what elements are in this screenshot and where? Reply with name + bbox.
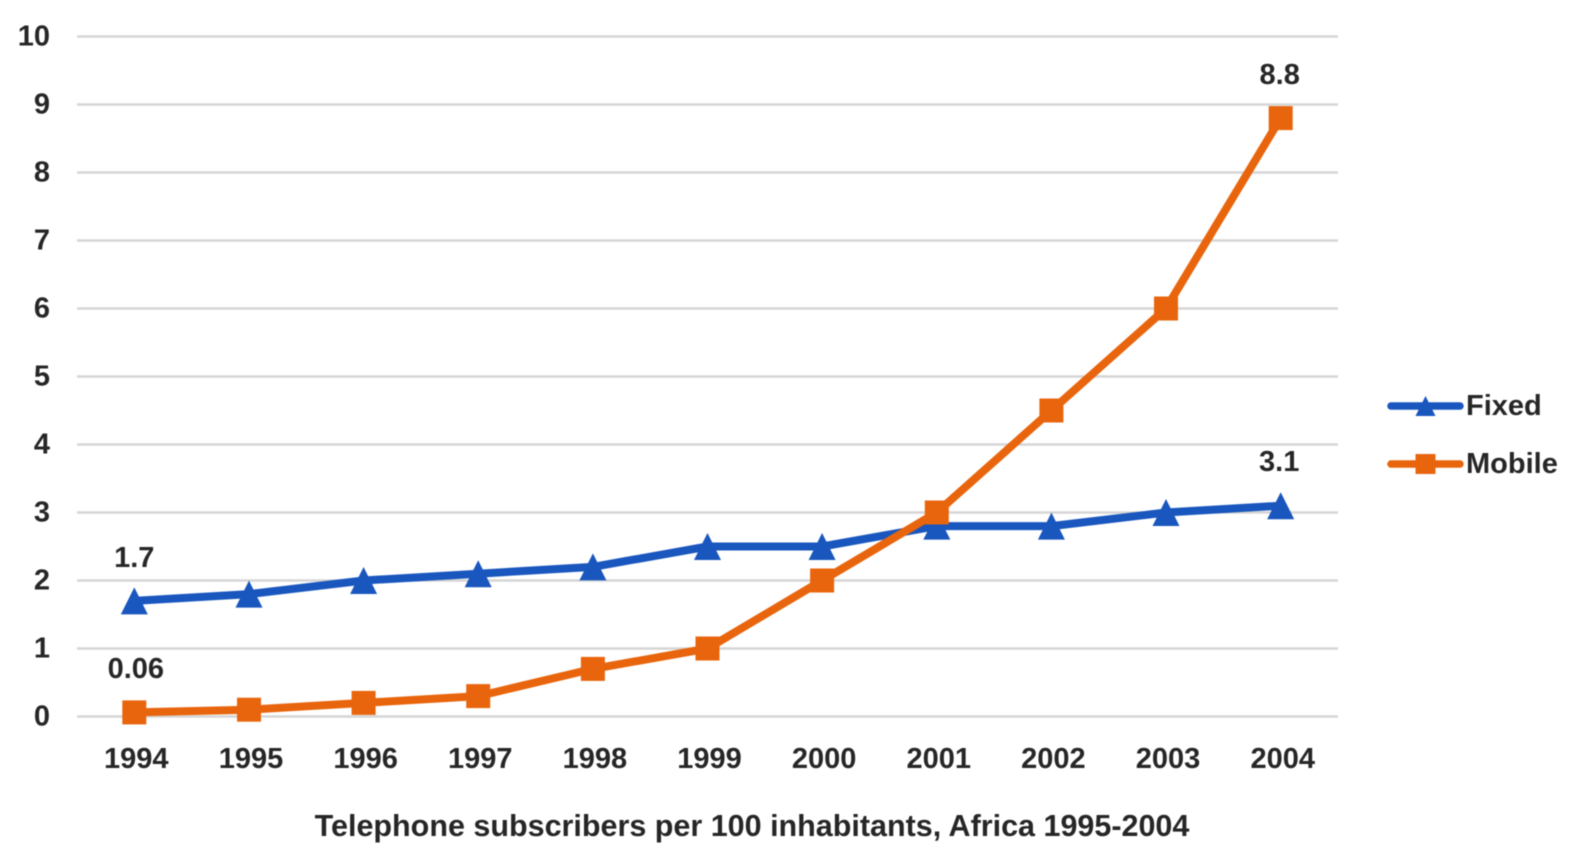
svg-text:2002: 2002 <box>1021 743 1086 775</box>
svg-text:Mobile: Mobile <box>1466 448 1558 480</box>
svg-text:2004: 2004 <box>1250 743 1315 775</box>
svg-text:1998: 1998 <box>563 743 628 775</box>
svg-text:2003: 2003 <box>1136 743 1201 775</box>
svg-text:0.06: 0.06 <box>108 653 164 685</box>
svg-text:8.8: 8.8 <box>1260 59 1300 91</box>
svg-text:1996: 1996 <box>333 743 398 775</box>
svg-text:1.7: 1.7 <box>114 542 154 574</box>
svg-text:2: 2 <box>34 565 50 597</box>
svg-text:6: 6 <box>34 293 50 325</box>
svg-text:3.1: 3.1 <box>1259 446 1299 478</box>
svg-text:4: 4 <box>34 429 50 461</box>
svg-text:Telephone subscribers per 100: Telephone subscribers per 100 inhabitant… <box>315 809 1190 843</box>
svg-text:7: 7 <box>34 225 50 257</box>
svg-text:0: 0 <box>34 701 50 733</box>
svg-text:2000: 2000 <box>792 743 857 775</box>
svg-text:1995: 1995 <box>219 743 284 775</box>
svg-text:1994: 1994 <box>104 743 169 775</box>
svg-text:9: 9 <box>34 89 50 121</box>
svg-text:1999: 1999 <box>677 743 742 775</box>
svg-text:1: 1 <box>34 633 50 665</box>
svg-text:Fixed: Fixed <box>1466 390 1542 422</box>
svg-text:5: 5 <box>34 361 50 393</box>
svg-text:1997: 1997 <box>448 743 513 775</box>
svg-text:10: 10 <box>18 21 50 53</box>
svg-text:8: 8 <box>34 157 50 189</box>
svg-text:2001: 2001 <box>907 743 972 775</box>
svg-text:3: 3 <box>34 497 50 529</box>
